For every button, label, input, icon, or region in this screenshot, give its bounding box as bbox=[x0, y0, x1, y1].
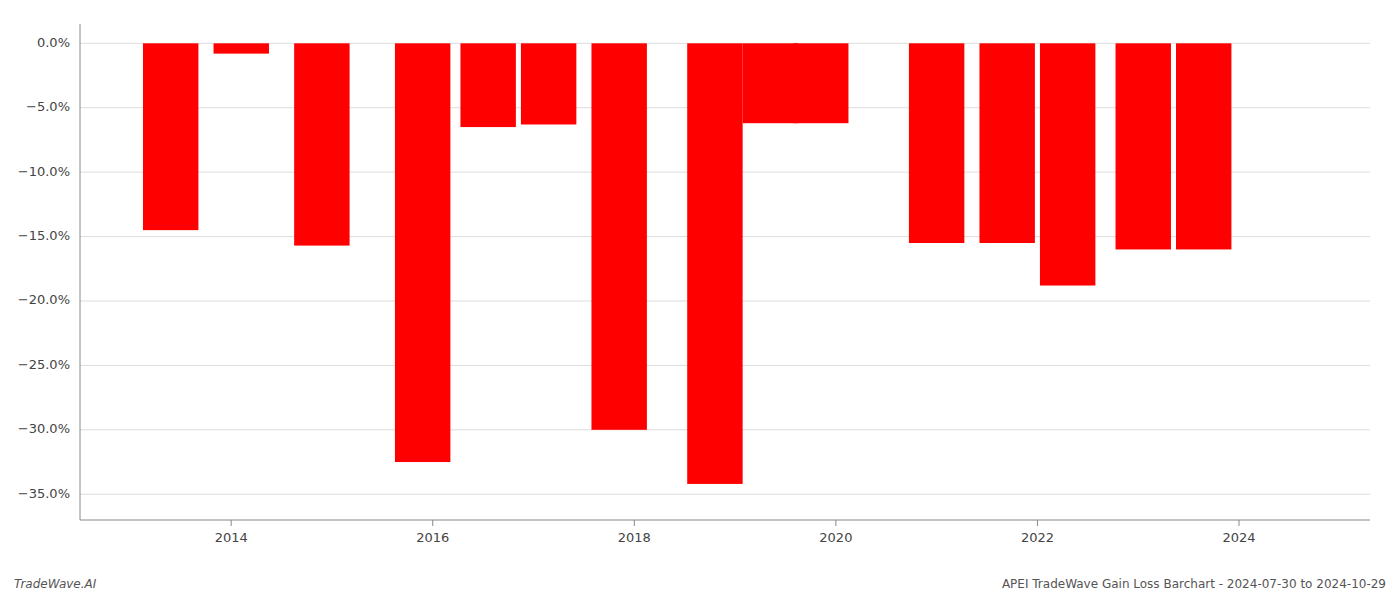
x-tick bbox=[1037, 520, 1038, 526]
x-tick-label: 2024 bbox=[1222, 530, 1255, 545]
bar bbox=[460, 43, 515, 127]
bar bbox=[1040, 43, 1095, 285]
bar bbox=[687, 43, 742, 484]
bar bbox=[909, 43, 964, 243]
x-tick-label: 2020 bbox=[819, 530, 852, 545]
bar bbox=[743, 43, 798, 123]
bar bbox=[979, 43, 1034, 243]
y-tick-label: −20.0% bbox=[18, 292, 70, 307]
bars bbox=[143, 43, 1231, 484]
footnote: TradeWave.AI bbox=[14, 577, 97, 591]
y-tick-label: −30.0% bbox=[18, 421, 70, 436]
bar bbox=[395, 43, 450, 462]
bar bbox=[143, 43, 198, 230]
x-tick bbox=[835, 520, 836, 526]
x-tick-label: 2022 bbox=[1021, 530, 1054, 545]
x-axis: 2014 2016 2018 2020 2022 2024 bbox=[215, 520, 1256, 545]
chart: 0.0% −5.0% −10.0% −15.0% −20.0% −25.0% −30.0% −… bbox=[0, 0, 1400, 600]
x-tick-label: 2016 bbox=[416, 530, 449, 545]
x-tick bbox=[1238, 520, 1239, 526]
x-axis-line bbox=[80, 520, 1370, 521]
bar bbox=[521, 43, 576, 124]
footnote: APEI TradeWave Gain Loss Barchart - 2024… bbox=[1002, 577, 1386, 591]
grid-line bbox=[80, 494, 1370, 495]
x-tick-label: 2014 bbox=[215, 530, 248, 545]
y-axis-line bbox=[80, 24, 81, 520]
bar bbox=[1116, 43, 1171, 249]
x-tick-label: 2018 bbox=[618, 530, 651, 545]
y-tick-label: −5.0% bbox=[26, 99, 70, 114]
bar bbox=[214, 43, 269, 53]
x-tick bbox=[634, 520, 635, 526]
bar bbox=[793, 43, 848, 123]
bar bbox=[591, 43, 646, 429]
y-tick-label: −10.0% bbox=[18, 164, 70, 179]
y-tick-labels: 0.0% −5.0% −10.0% −15.0% −20.0% −25.0% −30.0% −… bbox=[18, 35, 70, 501]
bar bbox=[1176, 43, 1231, 249]
x-tick bbox=[231, 520, 232, 526]
y-tick-label: −35.0% bbox=[18, 486, 70, 501]
y-tick-label: 0.0% bbox=[37, 35, 70, 50]
bar bbox=[294, 43, 349, 245]
x-tick bbox=[432, 520, 433, 526]
y-tick-label: −15.0% bbox=[18, 228, 70, 243]
y-tick-label: −25.0% bbox=[18, 357, 70, 372]
grid bbox=[80, 43, 1370, 494]
